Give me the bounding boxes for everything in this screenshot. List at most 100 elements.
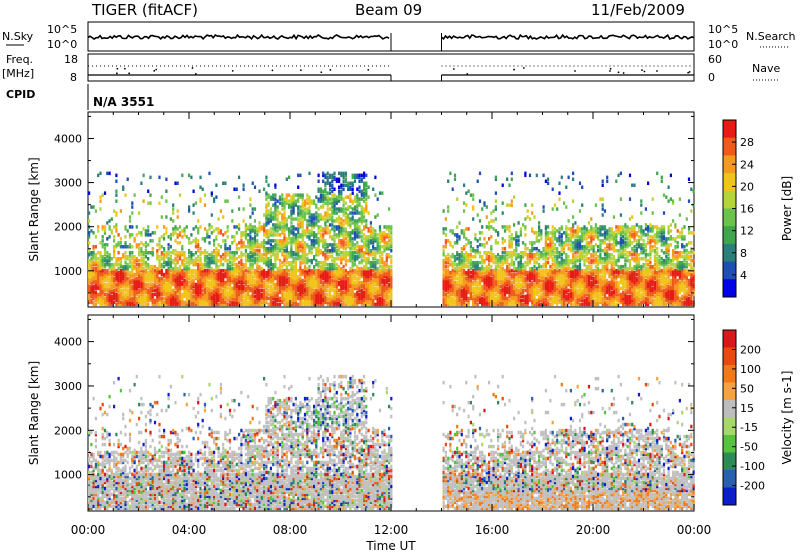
scatter-cell bbox=[247, 225, 249, 229]
freq-hi: 18 bbox=[64, 53, 78, 66]
scatter-cell bbox=[343, 251, 345, 255]
nsky-series-1 bbox=[442, 35, 695, 39]
scatter-cell bbox=[390, 269, 392, 273]
scatter-cell bbox=[238, 241, 240, 245]
scatter-cell bbox=[463, 184, 465, 188]
scatter-cell bbox=[168, 247, 170, 251]
scatter-cell bbox=[170, 255, 172, 259]
scatter-cell bbox=[254, 269, 256, 273]
scatter-cell bbox=[145, 283, 147, 287]
scatter-cell bbox=[233, 251, 235, 255]
scatter-cell bbox=[281, 265, 283, 269]
scatter-cell bbox=[449, 279, 451, 283]
scatter-cell bbox=[154, 265, 156, 269]
scatter-cell bbox=[358, 190, 360, 194]
scatter-cell bbox=[343, 184, 345, 188]
scatter-cell bbox=[227, 247, 229, 251]
scatter-cell bbox=[304, 211, 306, 215]
scatter-cell bbox=[218, 259, 220, 263]
scatter-cell bbox=[222, 269, 224, 273]
scatter-cell bbox=[231, 287, 233, 291]
scatter-cell bbox=[338, 199, 340, 203]
scatter-cell bbox=[213, 269, 215, 273]
scatter-cell bbox=[329, 207, 331, 211]
scatter-cell bbox=[379, 265, 381, 269]
scatter-cell bbox=[172, 289, 174, 293]
scatter-cell bbox=[338, 293, 340, 297]
scatter-cell bbox=[340, 251, 342, 255]
scatter-cell bbox=[449, 271, 451, 275]
scatter-cell bbox=[331, 180, 333, 184]
scatter-cell bbox=[358, 180, 360, 184]
scatter-cell bbox=[143, 227, 145, 231]
scatter-cell bbox=[381, 265, 383, 269]
scatter-cell bbox=[331, 184, 333, 188]
scatter-cell bbox=[265, 301, 267, 305]
scatter-cell bbox=[377, 197, 379, 201]
scatter-cell bbox=[356, 265, 358, 269]
scatter-cell bbox=[308, 215, 310, 219]
scatter-cell bbox=[188, 174, 190, 178]
scatter-cell bbox=[293, 237, 295, 241]
scatter-cell bbox=[370, 225, 372, 229]
scatter-cell bbox=[165, 269, 167, 273]
scatter-cell bbox=[177, 227, 179, 231]
scatter-cell bbox=[290, 245, 292, 249]
scatter-cell bbox=[383, 299, 385, 303]
scatter-cell bbox=[386, 263, 388, 267]
scatter-cell bbox=[258, 190, 260, 194]
scatter-cell bbox=[140, 247, 142, 251]
scatter-cell bbox=[354, 269, 356, 273]
scatter-cell bbox=[293, 225, 295, 229]
scatter-cell bbox=[222, 239, 224, 243]
scatter-cell bbox=[331, 197, 333, 201]
scatter-cell bbox=[361, 197, 363, 201]
scatter-cell bbox=[263, 213, 265, 217]
scatter-cell bbox=[158, 176, 160, 180]
scatter-cell bbox=[470, 193, 472, 197]
scatter-cell bbox=[131, 261, 133, 265]
scatter-cell bbox=[290, 195, 292, 199]
scatter-cell bbox=[161, 235, 163, 239]
scatter-cell bbox=[147, 263, 149, 267]
scatter-cell bbox=[129, 265, 131, 269]
scatter-cell bbox=[465, 227, 467, 231]
scatter-cell bbox=[188, 249, 190, 253]
scatter-cell bbox=[161, 195, 163, 199]
scatter-cell bbox=[486, 265, 488, 269]
scatter-cell bbox=[356, 291, 358, 295]
scatter-cell bbox=[249, 295, 251, 299]
scatter-cell bbox=[270, 231, 272, 235]
nave-point bbox=[232, 70, 234, 72]
scatter-cell bbox=[456, 277, 458, 281]
scatter-cell bbox=[306, 243, 308, 247]
scatter-cell bbox=[204, 237, 206, 241]
scatter-cell bbox=[263, 233, 265, 237]
scatter-cell bbox=[129, 251, 131, 255]
scatter-cell bbox=[472, 193, 474, 197]
scatter-cell bbox=[208, 269, 210, 273]
scatter-cell bbox=[452, 261, 454, 265]
scatter-cell bbox=[297, 217, 299, 221]
scatter-cell bbox=[461, 259, 463, 263]
scatter-cell bbox=[272, 223, 274, 227]
scatter-cell bbox=[193, 259, 195, 263]
scatter-cell bbox=[370, 261, 372, 265]
scatter-cell bbox=[265, 279, 267, 283]
scatter-cell bbox=[333, 237, 335, 241]
scatter-cell bbox=[227, 225, 229, 229]
scatter-cell bbox=[477, 180, 479, 184]
scatter-cell bbox=[490, 235, 492, 239]
scatter-cell bbox=[352, 174, 354, 178]
scatter-cell bbox=[197, 263, 199, 267]
scatter-cell bbox=[124, 251, 126, 255]
scatter-cell bbox=[188, 241, 190, 245]
scatter-cell bbox=[177, 251, 179, 255]
scatter-cell bbox=[177, 267, 179, 271]
scatter-cell bbox=[465, 191, 467, 195]
scatter-cell bbox=[279, 233, 281, 237]
scatter-cell bbox=[279, 259, 281, 263]
scatter-cell bbox=[306, 235, 308, 239]
scatter-cell bbox=[268, 247, 270, 251]
scatter-cell bbox=[313, 255, 315, 259]
